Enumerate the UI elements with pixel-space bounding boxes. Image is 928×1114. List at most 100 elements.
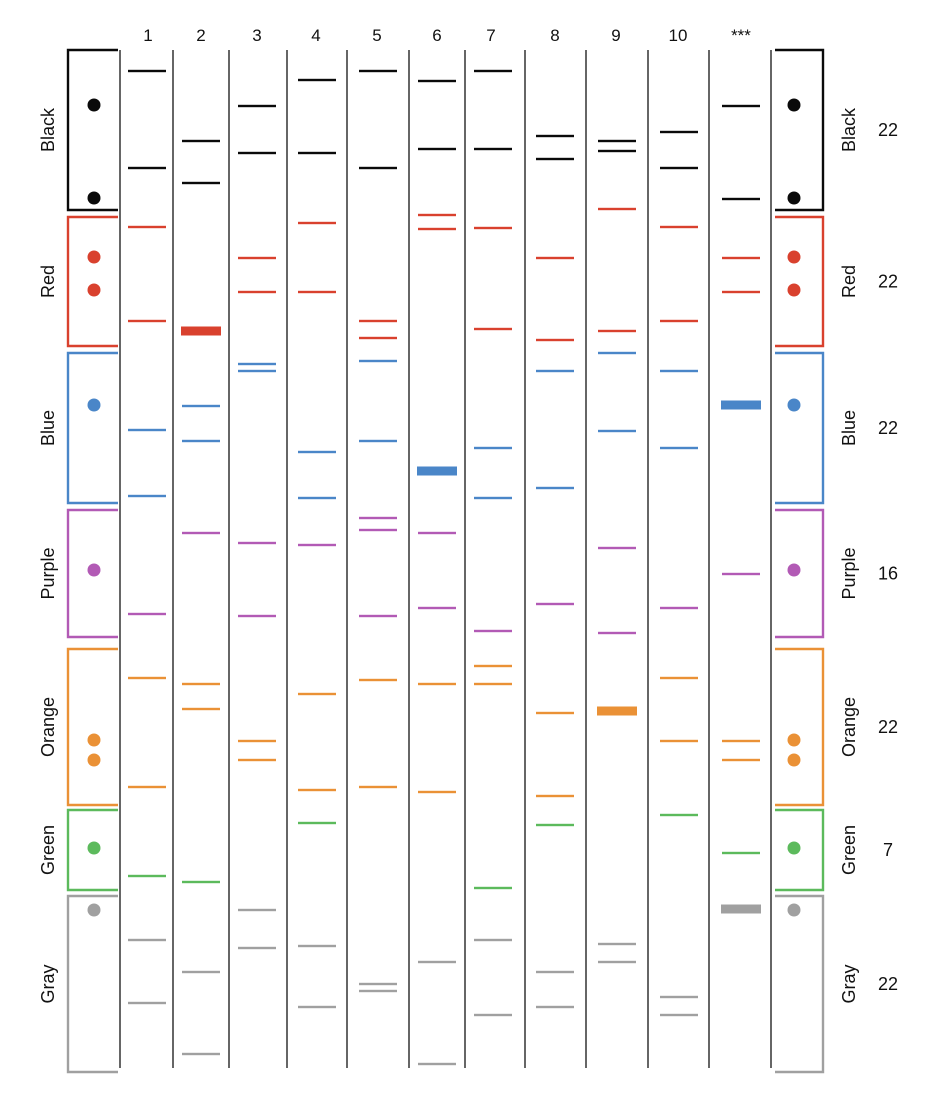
band-lane-5-blue-6 [359,439,397,443]
black-dot-right-1 [787,98,801,112]
band-lane-5-red-4 [359,336,397,340]
band-lane-3-red-3 [238,256,276,260]
band-lane-5-orange-11 [359,785,397,789]
band-lane-8-blue-5 [536,369,574,373]
band-lane-3-black-2 [238,151,276,155]
orange-dot-right-2 [787,753,801,767]
band-lane-9-gray-10 [598,942,636,946]
band-lane-7-blue-5 [474,446,512,450]
lane-label-6: 6 [432,26,441,45]
band-lane-8-red-4 [536,338,574,342]
band-lane-2-orange-8 [182,707,220,711]
blue-count: 22 [878,418,898,438]
band-lane-8-purple-7 [536,602,574,606]
band-lane-3-gray-12 [238,946,276,950]
band-lane-4-blue-6 [298,496,336,500]
purple-left-box-outline [66,508,118,639]
bands [128,69,761,1066]
green-dot-left-1 [87,841,101,855]
band-lane-6-black-1 [418,79,456,83]
purple-label-right: Purple [839,547,859,599]
green-count: 7 [883,840,893,860]
band-lane-10-green-10 [660,813,698,817]
purple-dot-right-1 [787,563,801,577]
band-lane-8-orange-9 [536,794,574,798]
band-lane-4-gray-11 [298,944,336,948]
band-lane-4-orange-8 [298,692,336,696]
band-lane-9-purple-7 [598,546,636,550]
band-lane-5-black-1 [359,69,397,73]
band-lane-9-blue-6 [598,429,636,433]
lane-label-5: 5 [372,26,381,45]
band-lane-6-purple-6 [418,531,456,535]
band-lane-9-red-4 [598,329,636,333]
red-dot-right-2 [787,283,801,297]
band-lane-7-black-2 [474,147,512,151]
band-lane-4-black-2 [298,151,336,155]
purple-dot-left-1 [87,563,101,577]
band-lane-7-orange-8 [474,664,512,668]
band-lane-6-gray-11 [418,1062,456,1066]
band-lane-1-red-3 [128,225,166,229]
band-lane-5-purple-7 [359,516,397,520]
purple-count: 16 [878,564,898,584]
red-right-box-outline [775,215,825,348]
band-lane-2-orange-7 [182,682,220,686]
band-lane-3-purple-7 [238,541,276,545]
band-lane-9-gray-11 [598,960,636,964]
black-dot-right-2 [787,191,801,205]
green-dot-right-1 [787,841,801,855]
band-lane-11-orange-7 [722,739,760,743]
band-lane-10-red-4 [660,319,698,323]
band-lane-2-gray-11 [182,1052,220,1056]
lane-label-marker: *** [731,26,751,45]
band-lane-11-orange-8 [722,758,760,762]
band-lane-4-orange-9 [298,788,336,792]
band-lane-4-red-3 [298,221,336,225]
group-boxes-right [775,48,825,1074]
band-lane-4-green-10 [298,821,336,825]
gray-label-left: Gray [38,964,58,1003]
band-lane-8-black-1 [536,134,574,138]
band-lane-1-blue-5 [128,428,166,432]
black-left-box-outline [66,48,118,212]
gray-left-box-outline [66,894,118,1074]
band-lane-7-red-3 [474,226,512,230]
band-lane-10-red-3 [660,225,698,229]
band-lane-7-gray-11 [474,938,512,942]
band-lane-2-green-9 [182,880,220,884]
band-lane-8-blue-6 [536,486,574,490]
band-lane-7-orange-9 [474,682,512,686]
blue-label-right: Blue [839,410,859,446]
lane-label-7: 7 [486,26,495,45]
band-lane-6-black-2 [418,147,456,151]
gray-dot-right-1 [787,903,801,917]
band-lane-6-orange-9 [418,790,456,794]
band-lane-11-red-4 [722,290,760,294]
band-lane-2-black-1 [182,139,220,143]
band-lane-1-black-1 [128,69,166,73]
band-lane-8-green-10 [536,823,574,827]
band-lane-5-purple-8 [359,528,397,532]
band-lane-6-gray-10 [418,960,456,964]
red-count: 22 [878,272,898,292]
black-right-box-outline [775,48,825,212]
band-lane-1-black-2 [128,166,166,170]
band-lane-5-red-3 [359,319,397,323]
black-label-right: Black [839,107,859,152]
band-lane-10-black-2 [660,166,698,170]
lane-label-9: 9 [611,26,620,45]
lane-label-4: 4 [311,26,320,45]
gray-right-box-outline [775,894,825,1074]
green-label-left: Green [38,825,58,875]
black-label-left: Black [38,107,58,152]
lane-label-10: 10 [669,26,688,45]
red-dot-left-2 [87,283,101,297]
blue-left-box-outline [66,351,118,505]
group-labels: Black Black 22 Red Red 22 Blue Blue 22 Purple Purp… [38,107,898,1004]
band-lane-5-gray-13 [359,989,397,993]
band-lane-9-orange-9 [597,706,637,716]
band-lane-2-red-3 [181,326,221,336]
